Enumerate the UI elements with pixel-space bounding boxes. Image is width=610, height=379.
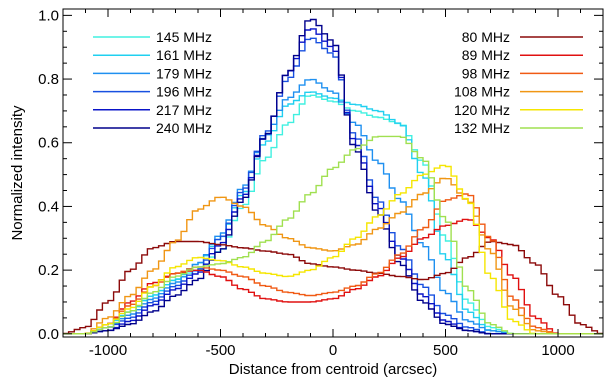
- series-line-196-mhz: [63, 37, 603, 335]
- x-tick-label: 1000: [541, 342, 574, 359]
- x-axis: -1000 -500 0 500 1000: [85, 9, 581, 359]
- series-line-132-mhz: [63, 135, 603, 335]
- y-tick-label: 1.0: [38, 7, 59, 24]
- x-axis-label: Distance from centroid (arcsec): [229, 361, 437, 378]
- series-line-89-mhz: [63, 218, 603, 335]
- legend-label: 217 MHz: [156, 102, 212, 118]
- series-line-80-mhz: [63, 240, 603, 335]
- y-tick-label: 0.2: [38, 262, 59, 279]
- series-line-108-mhz: [63, 177, 603, 335]
- plot-frame: [62, 8, 604, 338]
- y-axis: 0.0 0.2 0.4 0.6 0.8 1.0: [38, 7, 603, 343]
- series-line-240-mhz: [63, 18, 603, 335]
- series-layer: [63, 18, 603, 335]
- legend-label: 161 MHz: [156, 47, 212, 63]
- x-tick-label: 500: [433, 342, 458, 359]
- legend-label: 108 MHz: [454, 84, 510, 100]
- series-line-98-mhz: [63, 193, 603, 335]
- y-tick-label: 0.0: [38, 326, 59, 343]
- series-line-120-mhz: [63, 164, 603, 335]
- legend-label: 120 MHz: [454, 102, 510, 118]
- legend-right: 80 MHz 89 MHz 98 MHz 108 MHz 120 MHz 132 MHz: [454, 29, 583, 136]
- y-tick-label: 0.6: [38, 135, 59, 152]
- legend-label: 196 MHz: [156, 84, 212, 100]
- legend-label: 179 MHz: [156, 65, 212, 81]
- series-line-217-mhz: [63, 28, 603, 335]
- y-tick-label: 0.8: [38, 71, 59, 88]
- y-axis-label: Normalized intensity: [9, 105, 26, 241]
- legend-label: 240 MHz: [156, 120, 212, 136]
- legend-label: 80 MHz: [462, 29, 510, 45]
- legend-label: 89 MHz: [462, 47, 510, 63]
- x-tick-label: -500: [205, 342, 235, 359]
- legend-label: 98 MHz: [462, 65, 510, 81]
- series-line-179-mhz: [63, 78, 603, 335]
- series-line-161-mhz: [63, 91, 603, 335]
- legend-label: 145 MHz: [156, 29, 212, 45]
- x-tick-label: 0: [329, 342, 337, 359]
- x-tick-label: -1000: [89, 342, 127, 359]
- legend-label: 132 MHz: [454, 120, 510, 136]
- legend-left: 145 MHz 161 MHz 179 MHz 196 MHz 217 MHz 240 M…: [93, 29, 212, 136]
- y-tick-label: 0.4: [38, 198, 59, 215]
